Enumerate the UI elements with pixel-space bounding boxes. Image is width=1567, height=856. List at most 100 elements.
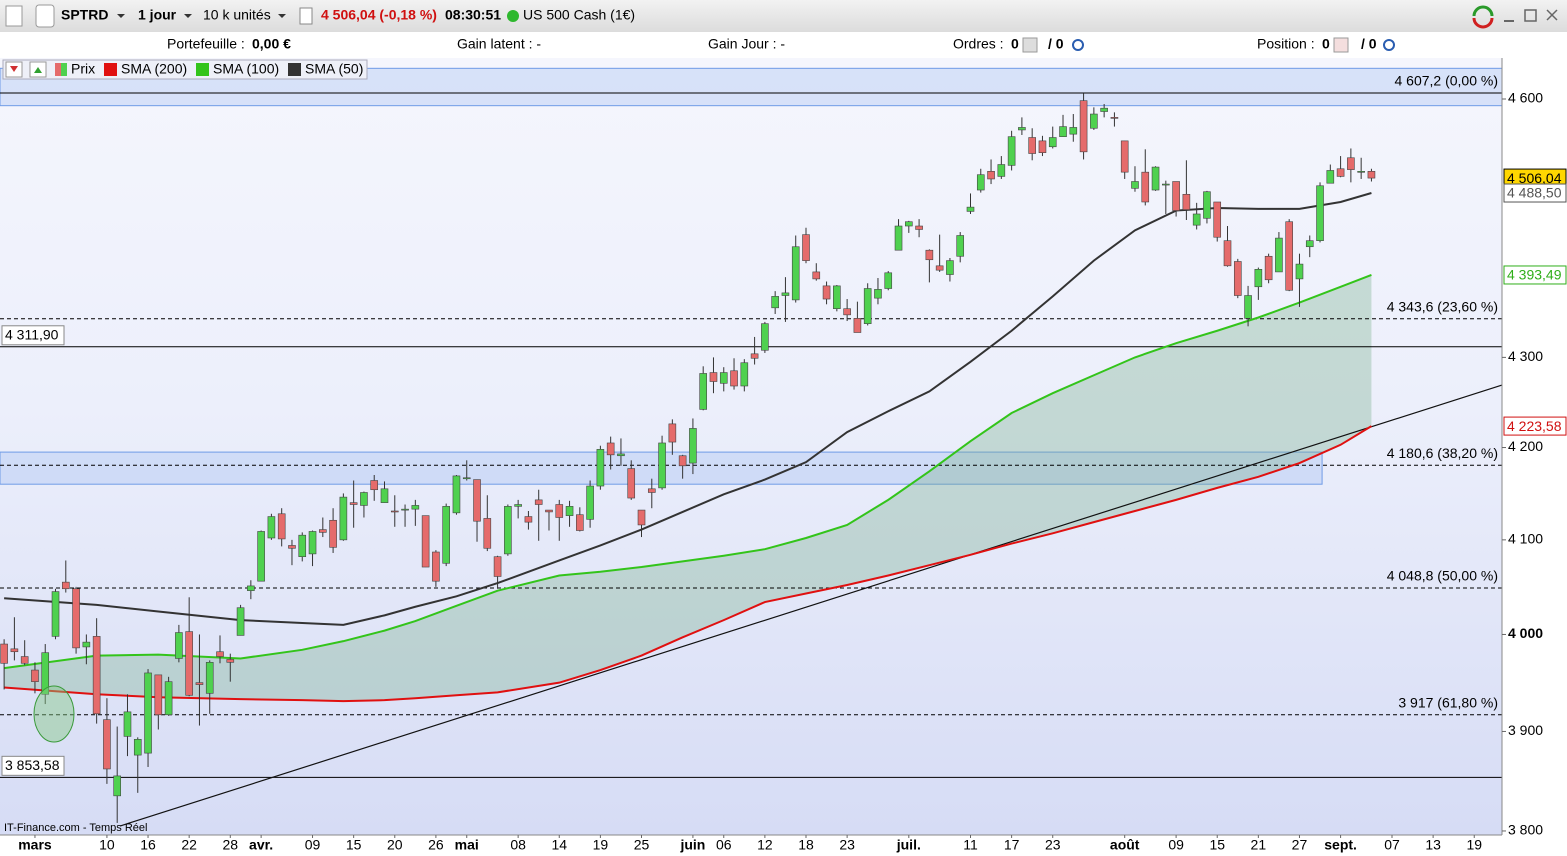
y-tick-label: 4 300 <box>1508 348 1543 364</box>
candle-body <box>205 662 214 694</box>
candle-body <box>658 442 666 489</box>
plot-background <box>0 58 1502 835</box>
unrealized-gain: Gain latent : - <box>457 36 541 52</box>
legend-swatch <box>61 63 67 76</box>
legend-label[interactable]: Prix <box>71 61 95 77</box>
candle-body <box>390 510 399 513</box>
candle-body <box>1151 166 1160 191</box>
fib-label: 4 048,8 (50,00 %) <box>1387 568 1498 584</box>
candle-body <box>113 775 121 797</box>
candle-body <box>1264 255 1273 281</box>
candle-body <box>319 529 327 533</box>
orders-label: Ordres : <box>953 36 1004 52</box>
legend-label[interactable]: SMA (100) <box>213 61 279 77</box>
instrument: US 500 Cash (1€) <box>523 7 635 23</box>
price-marker <box>1503 265 1567 285</box>
legend-label[interactable]: SMA (200) <box>121 61 187 77</box>
candle-body <box>1038 140 1047 153</box>
candle-body <box>1018 127 1026 131</box>
candle-body <box>1120 140 1129 173</box>
sma-line <box>4 425 1372 703</box>
candle-body <box>946 260 954 275</box>
period[interactable]: 1 jour <box>138 7 177 23</box>
legend-box <box>2 59 368 80</box>
link-icon[interactable] <box>35 4 55 28</box>
position-count: 0 <box>1322 36 1330 52</box>
candle-body <box>1182 193 1191 210</box>
candle-body <box>185 631 193 696</box>
candle-body <box>843 308 851 316</box>
plot: 4 311,90 3 853,58 4 607,2 (0,00 %) 4 343,6 … <box>0 67 1503 827</box>
legend-label[interactable]: SMA (50) <box>305 61 363 77</box>
candle-body <box>1326 170 1335 184</box>
x-tick-label: 20 <box>387 837 403 853</box>
quote: 4 506,04 (-0,18 %) <box>321 7 437 23</box>
orders-icon[interactable] <box>1022 37 1038 53</box>
candle-body <box>1223 240 1232 267</box>
trendline <box>120 384 1503 827</box>
candle-body <box>874 289 882 299</box>
candle-body <box>216 651 224 657</box>
candle-body <box>51 591 60 637</box>
candle-body <box>452 475 461 514</box>
refresh-icon[interactable] <box>1472 5 1494 17</box>
price-marker <box>1503 183 1567 203</box>
legend-swatch <box>288 63 301 76</box>
candle-body <box>1203 191 1211 219</box>
candle-body <box>1028 137 1036 154</box>
size[interactable]: 10 k unités <box>203 7 271 23</box>
candle-body <box>1295 263 1304 280</box>
candle-body <box>247 585 255 591</box>
sma-band <box>4 274 1372 702</box>
info-icon[interactable] <box>299 7 313 25</box>
candle-body <box>976 174 985 191</box>
candle-body <box>1347 157 1355 170</box>
legend-swatch <box>55 63 61 76</box>
candle-body <box>483 518 492 549</box>
x-tick-label: 09 <box>305 837 321 853</box>
close-button[interactable] <box>1546 9 1558 21</box>
candle-body <box>1336 168 1345 177</box>
candle-body <box>1110 117 1119 119</box>
orders-settings[interactable] <box>1072 39 1084 51</box>
arrow-icon <box>10 66 18 72</box>
candle-body <box>308 531 317 555</box>
y-tick-label: 4 000 <box>1508 625 1543 641</box>
candle-body <box>1192 213 1201 226</box>
chart-icon[interactable] <box>5 5 23 27</box>
candle-body <box>894 225 903 251</box>
position-settings[interactable] <box>1383 39 1395 51</box>
account-bar <box>0 32 1567 58</box>
candle-body <box>637 509 646 526</box>
toolbar <box>0 0 1567 32</box>
candle-body <box>647 488 656 493</box>
candle-body <box>565 506 574 516</box>
x-tick-label: 14 <box>551 837 567 853</box>
candle-body <box>781 292 790 296</box>
position-icon[interactable] <box>1333 37 1349 53</box>
y-tick-label: 4 200 <box>1508 438 1543 454</box>
candle-body <box>20 656 29 664</box>
candle-body <box>493 556 502 577</box>
candle-body <box>1090 113 1098 129</box>
axes: 3 800 3 900 4 000 4 100 4 200 4 300 4 600 mars 1… <box>18 90 1567 853</box>
candle-body <box>103 719 111 770</box>
candle-body <box>627 468 636 499</box>
candle-body <box>791 246 800 301</box>
candle-body <box>1285 221 1293 291</box>
candle-body <box>606 442 615 456</box>
candle-body <box>719 372 728 384</box>
symbol[interactable]: SPTRD <box>61 7 108 23</box>
candle-body <box>442 506 450 564</box>
candle-body <box>144 672 152 754</box>
line-label-box <box>1 325 65 346</box>
maximize-button[interactable] <box>1524 9 1537 22</box>
candle-body <box>617 453 625 457</box>
candle-body <box>915 225 923 230</box>
candle-body <box>555 504 564 518</box>
candle-body <box>72 588 80 649</box>
y-tick-label: 3 800 <box>1508 822 1543 838</box>
candle-body <box>678 455 687 467</box>
candle-body <box>1059 126 1067 137</box>
position-total: / 0 <box>1361 36 1377 52</box>
